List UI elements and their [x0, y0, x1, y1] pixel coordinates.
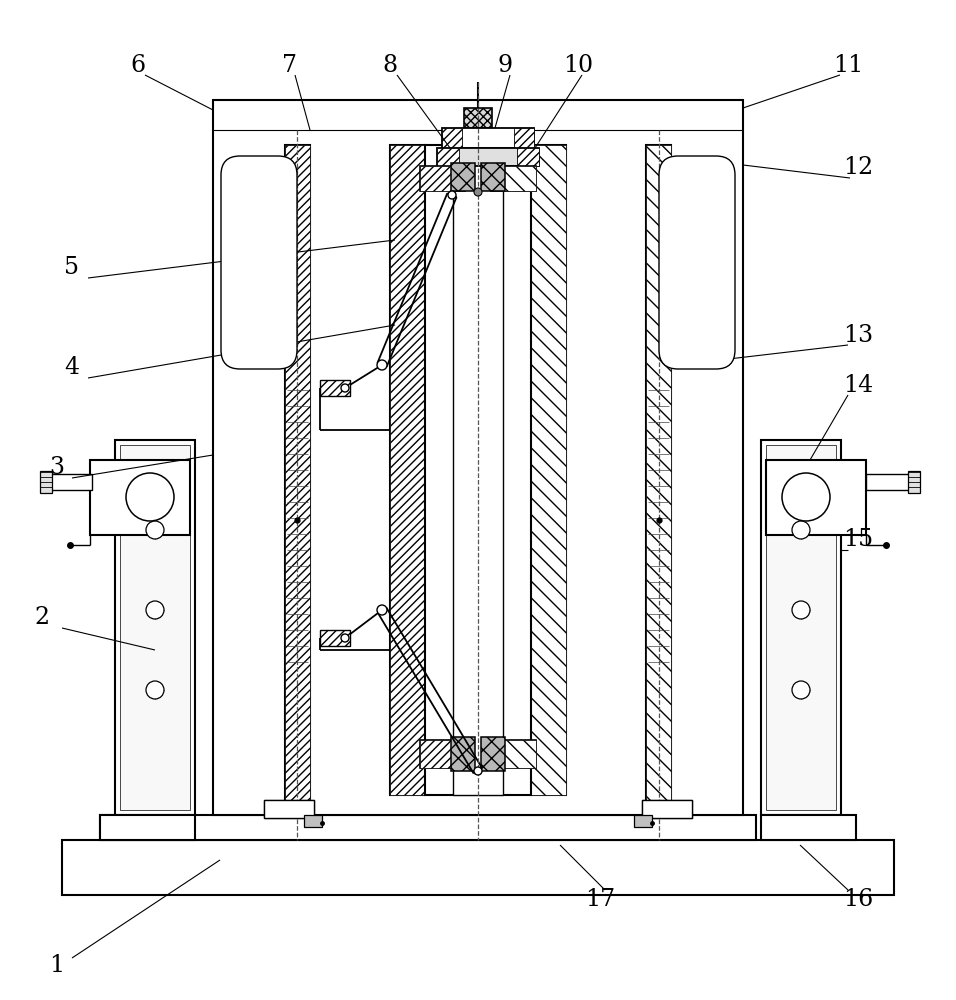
Text: 16: 16 [843, 888, 873, 912]
Bar [442, 128, 534, 148]
Bar [420, 740, 465, 768]
Bar [320, 380, 350, 396]
Text: 17: 17 [585, 888, 615, 912]
Circle shape [782, 473, 830, 521]
Bar [390, 145, 425, 795]
Text: 7: 7 [283, 53, 297, 77]
Text: 9: 9 [497, 53, 512, 77]
Text: 4: 4 [64, 357, 79, 379]
Bar [420, 740, 465, 768]
Circle shape [377, 605, 387, 615]
Text: 15: 15 [843, 528, 873, 552]
Bar [264, 800, 314, 818]
Bar [264, 800, 314, 818]
Bar [320, 630, 350, 646]
Bar [514, 128, 534, 148]
Text: 14: 14 [843, 373, 873, 396]
Bar [451, 163, 475, 191]
Circle shape [341, 634, 349, 642]
Bar [420, 166, 465, 191]
Circle shape [146, 601, 164, 619]
Text: 13: 13 [843, 324, 873, 347]
Bar [437, 148, 459, 166]
Bar [908, 471, 920, 493]
Circle shape [341, 384, 349, 392]
Bar [285, 145, 310, 805]
Bar [646, 145, 671, 805]
Bar [48, 474, 92, 490]
Circle shape [126, 473, 174, 521]
Bar [491, 166, 536, 191]
Text: 2: 2 [34, 606, 50, 630]
Bar [100, 815, 195, 840]
Bar [115, 440, 195, 815]
Bar [100, 815, 756, 840]
Text: 8: 8 [382, 53, 398, 77]
Bar [761, 440, 841, 815]
Bar [646, 145, 671, 805]
Bar [642, 800, 692, 818]
FancyBboxPatch shape [221, 156, 297, 369]
Bar [425, 145, 531, 795]
Circle shape [146, 681, 164, 699]
Bar [464, 108, 492, 128]
Bar [491, 740, 536, 768]
Bar [642, 800, 692, 818]
Bar [866, 474, 910, 490]
Bar [453, 145, 503, 795]
Text: 1: 1 [50, 954, 65, 976]
Bar [90, 460, 190, 535]
Text: 5: 5 [64, 256, 79, 279]
Bar [481, 163, 505, 191]
Bar [420, 166, 465, 191]
Circle shape [474, 767, 482, 775]
Bar [304, 815, 322, 827]
Circle shape [146, 521, 164, 539]
Bar [491, 740, 536, 768]
Bar [491, 166, 536, 191]
Text: 10: 10 [563, 53, 593, 77]
Circle shape [377, 360, 387, 370]
FancyBboxPatch shape [659, 156, 735, 369]
Bar [634, 815, 652, 827]
Bar [531, 145, 566, 795]
Bar [442, 128, 462, 148]
Text: 11: 11 [833, 53, 863, 77]
Bar [62, 840, 894, 895]
Text: 6: 6 [130, 53, 145, 77]
Bar [517, 148, 539, 166]
Bar [120, 445, 190, 810]
Bar [437, 148, 539, 166]
Circle shape [792, 521, 810, 539]
Bar [766, 460, 866, 535]
Bar [40, 471, 52, 493]
Circle shape [792, 681, 810, 699]
Circle shape [474, 188, 482, 196]
Bar [390, 145, 425, 795]
Bar [285, 145, 310, 805]
Bar [240, 175, 278, 350]
Bar [761, 815, 856, 840]
Bar [531, 145, 566, 795]
Bar [213, 100, 743, 815]
Text: 12: 12 [843, 156, 873, 180]
Circle shape [448, 191, 456, 199]
Bar [766, 445, 836, 810]
Text: 3: 3 [50, 456, 64, 480]
Bar [481, 737, 505, 771]
Circle shape [792, 601, 810, 619]
Bar [451, 737, 475, 771]
